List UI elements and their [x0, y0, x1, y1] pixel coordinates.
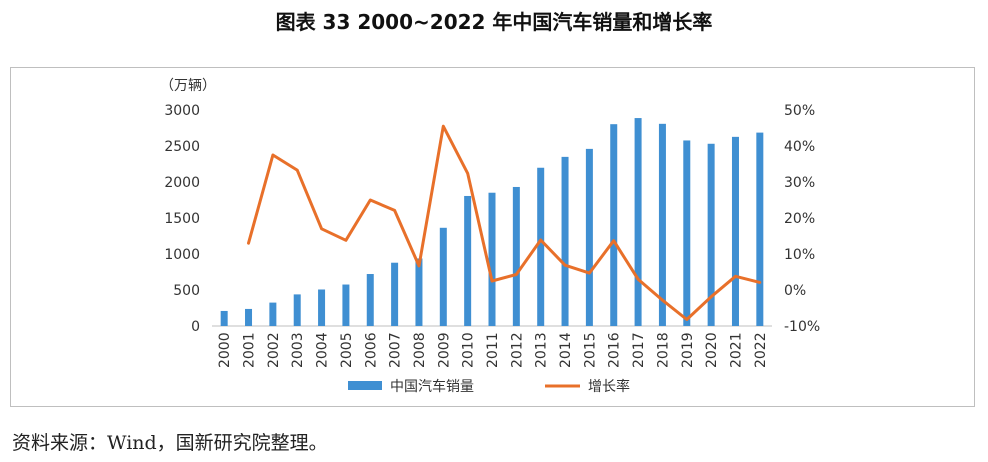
bar: [756, 132, 764, 326]
x-tick-label: 2016: [607, 332, 623, 368]
bar: [366, 274, 374, 326]
x-tick-label: 2022: [753, 332, 769, 368]
y-right-tick-label: 40%: [784, 139, 815, 155]
x-tick-label: 2007: [388, 332, 404, 368]
bar: [610, 124, 618, 327]
y-right-tick-label: 10%: [784, 247, 815, 263]
x-tick-label: 2015: [582, 332, 598, 368]
bar: [537, 167, 545, 326]
x-tick-label: 2002: [266, 332, 282, 368]
y-left-tick-label: 3000: [164, 103, 200, 119]
bar: [683, 140, 691, 326]
bar: [293, 294, 301, 326]
x-tick-label: 2017: [631, 332, 647, 368]
legend-label-growth: 增长率: [588, 378, 630, 395]
growth-line: [247, 124, 762, 321]
bar: [415, 258, 423, 326]
bar: [512, 186, 520, 326]
y-left-tick-label: 2000: [164, 175, 200, 191]
bar: [585, 148, 593, 326]
x-tick-label: 2011: [485, 332, 501, 368]
chart-title: 图表 33 2000~2022 年中国汽车销量和增长率: [275, 10, 713, 34]
y-right-tick-label: 0%: [784, 283, 806, 299]
x-tick-label: 2013: [534, 332, 550, 368]
x-tick-label: 2010: [461, 332, 477, 368]
y-left-tick-label: 500: [173, 283, 200, 299]
y-right-tick-label: 30%: [784, 175, 815, 191]
bar: [707, 143, 715, 326]
bar: [220, 310, 228, 326]
bar: [658, 123, 666, 326]
bar: [245, 308, 253, 326]
x-tick-label: 2019: [680, 332, 696, 368]
x-tick-label: 2009: [436, 332, 452, 368]
x-tick-label: 2021: [728, 332, 744, 368]
y-right-tick-label: -10%: [784, 319, 820, 335]
x-tick-label: 2004: [315, 332, 331, 368]
y-left-tick-label: 0: [191, 319, 200, 335]
bar: [318, 289, 326, 326]
chart-frame: [10, 67, 975, 407]
x-tick-label: 2018: [655, 332, 671, 368]
bar: [439, 227, 447, 326]
x-tick-label: 2014: [558, 332, 574, 368]
y-left-unit-label: （万辆）: [160, 78, 216, 94]
x-tick-label: 2005: [339, 332, 355, 368]
x-tick-label: 2012: [509, 332, 525, 368]
bar: [342, 284, 350, 326]
bar: [634, 118, 642, 327]
y-left-tick-label: 1000: [164, 247, 200, 263]
bar: [731, 136, 739, 326]
x-tick-label: 2008: [412, 332, 428, 368]
source-note: 资料来源：Wind，国新研究院整理。: [12, 432, 328, 454]
x-tick-label: 2020: [704, 332, 720, 368]
legend-swatch-bar: [348, 381, 382, 390]
x-tick-label: 2006: [363, 332, 379, 368]
bar: [391, 262, 399, 326]
y-right-tick-label: 50%: [784, 103, 815, 119]
bar: [488, 192, 496, 326]
x-tick-label: 2003: [290, 332, 306, 368]
y-left-tick-label: 2500: [164, 139, 200, 155]
bar: [269, 302, 277, 326]
bar: [464, 195, 472, 326]
y-right-tick-label: 20%: [784, 211, 815, 227]
y-left-tick-label: 1500: [164, 211, 200, 227]
bar: [561, 156, 569, 326]
legend-label-sales: 中国汽车销量: [390, 378, 474, 395]
x-tick-label: 2001: [242, 332, 258, 368]
x-tick-label: 2000: [217, 332, 233, 368]
